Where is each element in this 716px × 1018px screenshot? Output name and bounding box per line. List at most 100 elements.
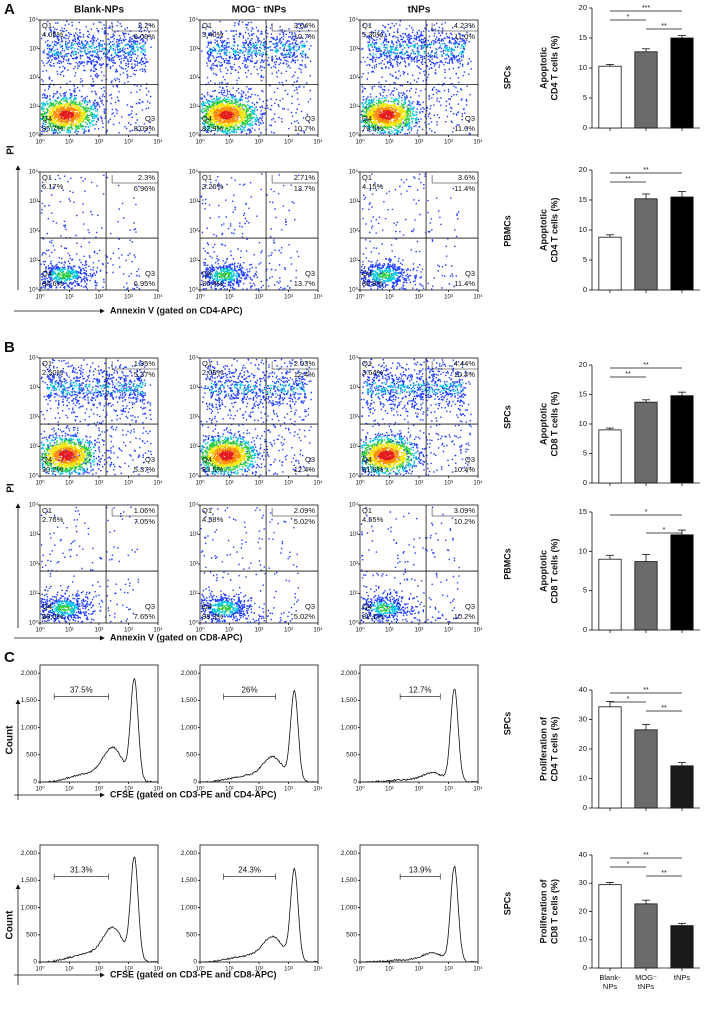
x-tick-label: 10²: [95, 787, 104, 793]
significance-label: **: [625, 176, 631, 183]
x-tick-label: 10¹: [385, 967, 394, 973]
y-tick-label: 5: [583, 586, 587, 595]
plot-frame: [359, 844, 479, 963]
x-tick-label: 10²: [415, 481, 424, 487]
quadrant-value: 8.09%: [134, 124, 156, 133]
y-tick-label: 1,500: [341, 697, 358, 704]
y-tick-label: 30: [579, 714, 587, 723]
x-tick-label: 10⁴: [313, 294, 323, 301]
histogram-curve: [40, 677, 158, 783]
event-dots: [372, 106, 401, 124]
significance-label: **: [661, 23, 667, 30]
column-header: Blank-NPs: [74, 5, 124, 16]
quadrant-value: 82.9%: [202, 124, 224, 133]
x-tick-label: 10⁴: [153, 966, 163, 973]
quadrant-value: 2.09%: [294, 506, 316, 515]
quadrant-name: Q1: [42, 359, 52, 368]
significance-label: *: [627, 861, 630, 868]
bar: [634, 401, 658, 484]
quadrant-name: Q3: [305, 455, 315, 464]
event-dots: [360, 20, 472, 135]
x-tick-label: 10⁰: [195, 139, 205, 146]
y-tick-label: 10⁴: [29, 169, 39, 176]
y-tick-label: 15: [579, 389, 587, 398]
y-tick-label: 10²: [189, 75, 198, 81]
quadrant-value: 1.95%: [134, 359, 156, 368]
x-axis-label: CFSE (gated on CD3-PE and CD8-APC): [110, 969, 277, 979]
event-dots: [58, 110, 75, 120]
bar: [598, 429, 622, 484]
x-tick-label: 10⁰: [355, 480, 365, 487]
x-tick-label: 10²: [95, 628, 104, 634]
y-tick-label: 15: [579, 33, 587, 42]
y-tick-label: 500: [186, 932, 197, 939]
x-tick-label: 10⁴: [313, 786, 323, 793]
quadrant-value: 82.1%: [362, 612, 384, 621]
y-axis-label: Apoptotic: [538, 403, 548, 445]
event-dots: [56, 271, 72, 280]
y-tick-label: 10¹: [29, 591, 38, 597]
quadrant-name: Q1: [202, 359, 212, 368]
event-dots: [360, 358, 472, 476]
x-tick-label: 10⁴: [153, 786, 163, 793]
histogram-curve: [200, 689, 318, 783]
y-tick-label: 10⁴: [189, 169, 199, 176]
x-tick-label: 10⁰: [35, 139, 45, 146]
y-tick-label: 10⁰: [189, 620, 199, 627]
quadrant-value: 1.06%: [134, 506, 156, 515]
x-tick-label: 10²: [95, 140, 104, 146]
quadrant-value: 2.76%: [42, 515, 64, 524]
quadrant-value: 5.02%: [294, 612, 316, 621]
y-tick-label: 5: [583, 93, 587, 102]
event-dots: [40, 506, 140, 623]
event-dots: [211, 600, 239, 616]
bar: [670, 395, 694, 484]
quadrant-value: 12.4%: [294, 465, 316, 474]
y-tick-label: 10³: [189, 385, 198, 391]
plot-frame: [359, 664, 479, 783]
quadrant-value: 3.09%: [454, 506, 476, 515]
x-tick-label: 10⁰: [355, 786, 365, 793]
x-tick-label: 10²: [415, 140, 424, 146]
bar: [634, 198, 658, 291]
quadrant-value: 4.58%: [202, 515, 224, 524]
quadrant-value: 8.09%: [134, 32, 156, 41]
significance-label: **: [661, 705, 667, 712]
quadrant-value: 10.4%: [454, 465, 476, 474]
bar: [634, 729, 658, 809]
y-tick-label: 2,000: [21, 850, 38, 857]
quadrant-value: 84.6%: [42, 279, 64, 288]
bar: [598, 558, 622, 631]
quadrant-name: Q3: [305, 114, 315, 123]
y-tick-label: 10⁴: [29, 17, 39, 24]
row-label: PBMCs: [502, 215, 512, 247]
quadrant-value: 11.0%: [454, 124, 475, 133]
event-dots: [52, 106, 81, 124]
bar: [670, 925, 694, 969]
gate-label: 31.3%: [70, 866, 93, 875]
bar: [598, 236, 622, 291]
x-tick-label: 10²: [255, 140, 264, 146]
quadrant-name: Q4: [42, 455, 52, 464]
y-tick-label: 10⁴: [189, 355, 199, 362]
x-tick-label: 10⁰: [195, 627, 205, 634]
significance-label: ***: [642, 5, 650, 12]
y-tick-label: 10⁰: [349, 132, 359, 139]
event-dots: [218, 450, 234, 461]
x-tick-label: 10²: [415, 967, 424, 973]
bar: [598, 65, 622, 129]
panel-label: A: [4, 1, 15, 18]
significance-label: **: [643, 687, 649, 694]
x-tick-label: 10⁴: [473, 786, 483, 793]
event-dots: [217, 604, 231, 613]
quadrant-value: 3.64%: [362, 368, 384, 377]
y-tick-label: 10⁰: [189, 287, 199, 294]
quadrant-value: 2.50%: [42, 368, 64, 377]
plot-frame: [199, 664, 319, 783]
y-tick-label: 20: [579, 906, 587, 915]
bar: [670, 765, 694, 809]
y-tick-label: 20: [579, 165, 587, 174]
event-dots: [366, 442, 407, 468]
histogram-curve: [40, 856, 158, 963]
event-dots: [377, 604, 392, 613]
